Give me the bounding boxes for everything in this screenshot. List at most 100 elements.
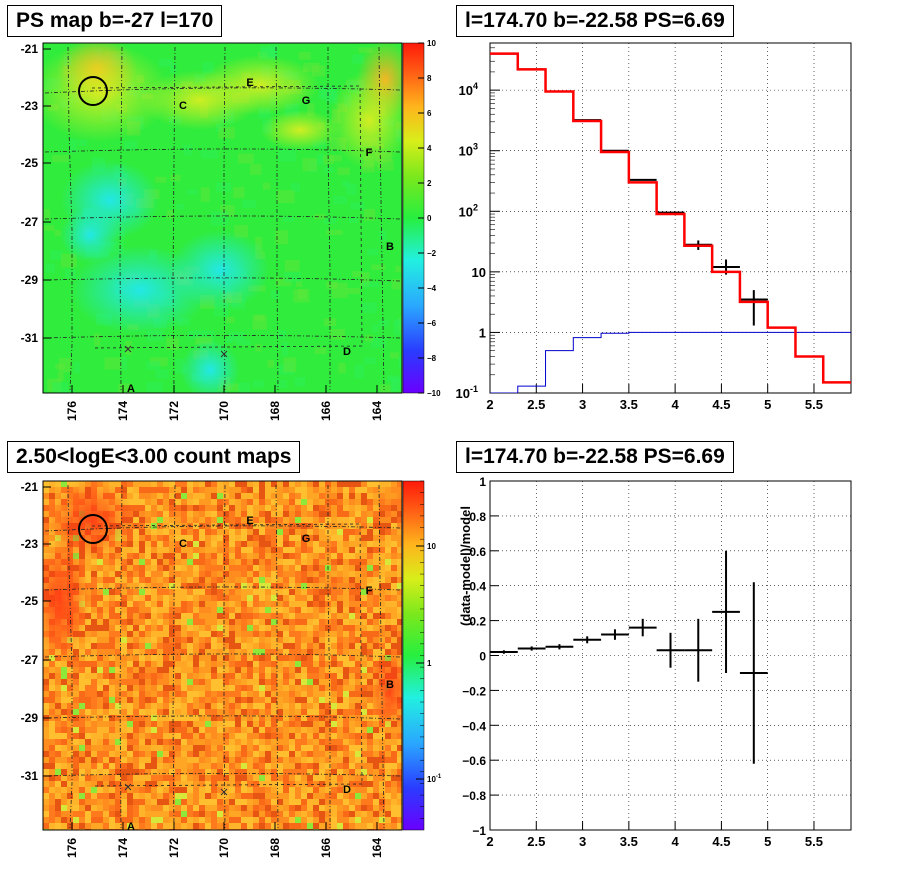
count-pixel (247, 643, 253, 649)
count-pixel (343, 493, 349, 499)
count-pixel (79, 787, 85, 793)
count-pixel (229, 793, 235, 799)
count-pixel (283, 799, 289, 805)
count-pixel (199, 577, 205, 583)
count-pixel (313, 655, 319, 661)
count-pixel (397, 637, 402, 643)
count-pixel (289, 553, 295, 559)
count-pixel (271, 679, 277, 685)
count-pixel (283, 733, 289, 739)
count-pixel (343, 535, 349, 541)
count-pixel (193, 763, 199, 769)
ps-map-texture (69, 138, 77, 153)
count-pixel (235, 679, 241, 685)
count-pixel (229, 805, 235, 811)
count-pixel (133, 589, 139, 595)
count-pixel (283, 529, 289, 535)
count-pixel (55, 481, 61, 487)
y-tick-label: 1 (479, 475, 486, 489)
count-pixel (265, 643, 271, 649)
count-pixel (355, 559, 361, 565)
count-pixel (265, 751, 271, 757)
count-pixel (241, 517, 247, 523)
count-pixel (205, 811, 211, 817)
count-pixel (181, 703, 187, 709)
count-pixel (235, 661, 241, 667)
count-pixel (253, 775, 259, 781)
count-pixel (205, 679, 211, 685)
count-pixel (289, 769, 295, 775)
count-pixel (277, 601, 283, 607)
count-pixel (43, 529, 49, 535)
count-pixel (385, 601, 391, 607)
count-pixel (337, 613, 343, 619)
count-pixel (325, 595, 331, 601)
count-pixel (385, 751, 391, 757)
count-pixel (307, 565, 313, 571)
ps-map-texture (293, 289, 310, 303)
colorbar-tick-label: −4 (427, 284, 437, 293)
count-pixel (265, 607, 271, 613)
count-pixel (145, 481, 151, 487)
ps-map-texture (175, 359, 184, 365)
count-pixel (157, 763, 163, 769)
count-pixel (367, 667, 373, 673)
count-pixel (259, 727, 265, 733)
count-pixel (205, 769, 211, 775)
count-pixel (151, 697, 157, 703)
count-pixel (325, 607, 331, 613)
count-pixel (91, 817, 97, 823)
count-pixel (223, 685, 229, 691)
count-pixel (145, 721, 151, 727)
count-pixel (259, 511, 265, 517)
count-pixel (313, 667, 319, 673)
count-pixel (43, 781, 49, 787)
count-pixel (367, 613, 373, 619)
count-pixel (391, 493, 397, 499)
count-pixel (193, 769, 199, 775)
count-pixel (79, 697, 85, 703)
count-pixel (361, 637, 367, 643)
count-pixel (109, 775, 115, 781)
count-pixel (385, 589, 391, 595)
count-pixel (379, 823, 385, 829)
count-pixel (283, 697, 289, 703)
count-pixel (145, 601, 151, 607)
count-pixel (175, 613, 181, 619)
count-pixel (355, 709, 361, 715)
cross-marker (220, 350, 228, 358)
count-pixel (199, 679, 205, 685)
count-pixel (217, 607, 223, 613)
count-pixel (79, 805, 85, 811)
count-pixel (109, 595, 115, 601)
count-pixel (277, 775, 283, 781)
count-pixel (307, 811, 313, 817)
count-pixel (103, 775, 109, 781)
count-pixel (115, 619, 121, 625)
count-pixel (169, 811, 175, 817)
count-pixel (199, 481, 205, 487)
count-pixel (301, 769, 307, 775)
count-pixel (133, 781, 139, 787)
count-pixel (355, 769, 361, 775)
count-pixel (259, 763, 265, 769)
x-tick-label: 5 (764, 397, 771, 412)
count-pixel (181, 769, 187, 775)
count-pixel (91, 745, 97, 751)
count-pixel (241, 499, 247, 505)
count-pixel (301, 697, 307, 703)
count-pixel (145, 559, 151, 565)
count-pixel (67, 757, 73, 763)
count-pixel (157, 655, 163, 661)
count-pixel (199, 493, 205, 499)
count-pixel (331, 757, 337, 763)
count-pixel (223, 823, 229, 829)
count-pixel (43, 709, 49, 715)
count-pixel (247, 517, 253, 523)
count-pixel (271, 565, 277, 571)
ps-map-texture (44, 225, 55, 231)
count-pixel (253, 511, 259, 517)
count-pixel (295, 541, 301, 547)
count-pixel (97, 703, 103, 709)
count-pixel (379, 523, 385, 529)
